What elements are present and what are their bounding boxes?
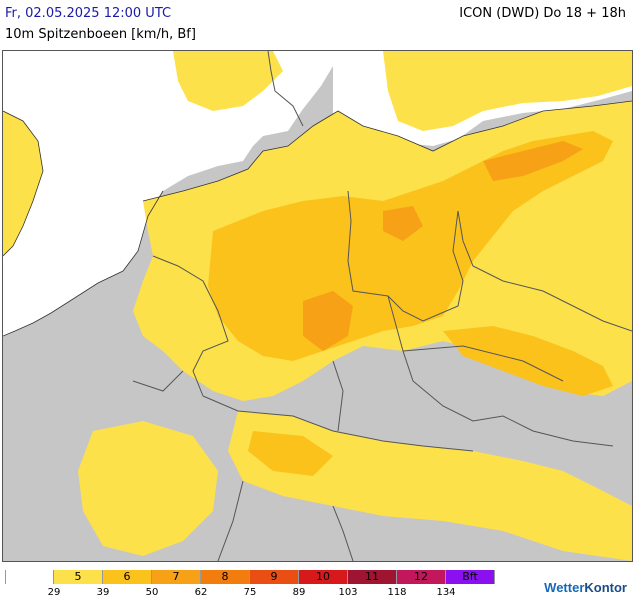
legend-swatch: 7 [152, 570, 201, 584]
legend-tick-labels: 29 39 50 62 75 89 103 118 134 [5, 587, 495, 599]
parameter-title: 10m Spitzenboeen [km/h, Bf] [5, 27, 196, 42]
brand-part1: Wetter [544, 580, 585, 595]
legend-tick: 118 [387, 587, 407, 598]
legend-swatch: 8 [201, 570, 250, 584]
gust-area-bf7-east [383, 206, 423, 241]
model-run-label: ICON (DWD) Do 18 + 18h [459, 6, 626, 21]
legend-tick: 50 [145, 587, 159, 598]
gust-area-bf5-alps [228, 411, 632, 561]
legend-color-scale: 5 6 7 8 9 10 11 12 Bft [5, 570, 495, 584]
legend-tick: 75 [243, 587, 257, 598]
legend-swatch: 11 [348, 570, 397, 584]
legend-swatch: 12 [397, 570, 446, 584]
gust-area-bf6-poland-south [443, 326, 613, 396]
gust-area-bf6-alps [248, 431, 333, 476]
legend-tick: 62 [194, 587, 208, 598]
gust-area-bf5-uk [3, 111, 43, 256]
legend-swatch: 6 [103, 570, 152, 584]
legend-swatch: 9 [250, 570, 299, 584]
legend-tick: 29 [47, 587, 61, 598]
legend-tick: 134 [436, 587, 456, 598]
gust-area-bf5-france [78, 421, 218, 556]
legend-tick: 39 [96, 587, 110, 598]
legend-swatch: 5 [54, 570, 103, 584]
gust-map[interactable] [2, 50, 633, 562]
gust-area-bf5-sea-north [173, 51, 283, 111]
legend-swatch: 10 [299, 570, 348, 584]
valid-time: Fr, 02.05.2025 12:00 UTC [5, 6, 172, 21]
legend-tick: 89 [292, 587, 306, 598]
gust-area-bf7 [483, 141, 583, 181]
country-borders [132, 51, 632, 561]
legend-swatch [5, 570, 54, 584]
gust-area-bf5-baltic [383, 51, 632, 131]
gust-area-bf7-central [303, 291, 353, 351]
legend-swatch: Bft [446, 570, 495, 584]
brand-part2: Kontor [584, 580, 627, 595]
wetterkontor-logo[interactable]: WetterKontor [544, 580, 627, 595]
north-sea [3, 51, 333, 336]
coastlines [3, 100, 632, 337]
gust-map-canvas [3, 51, 632, 561]
legend-tick: 103 [338, 587, 358, 598]
